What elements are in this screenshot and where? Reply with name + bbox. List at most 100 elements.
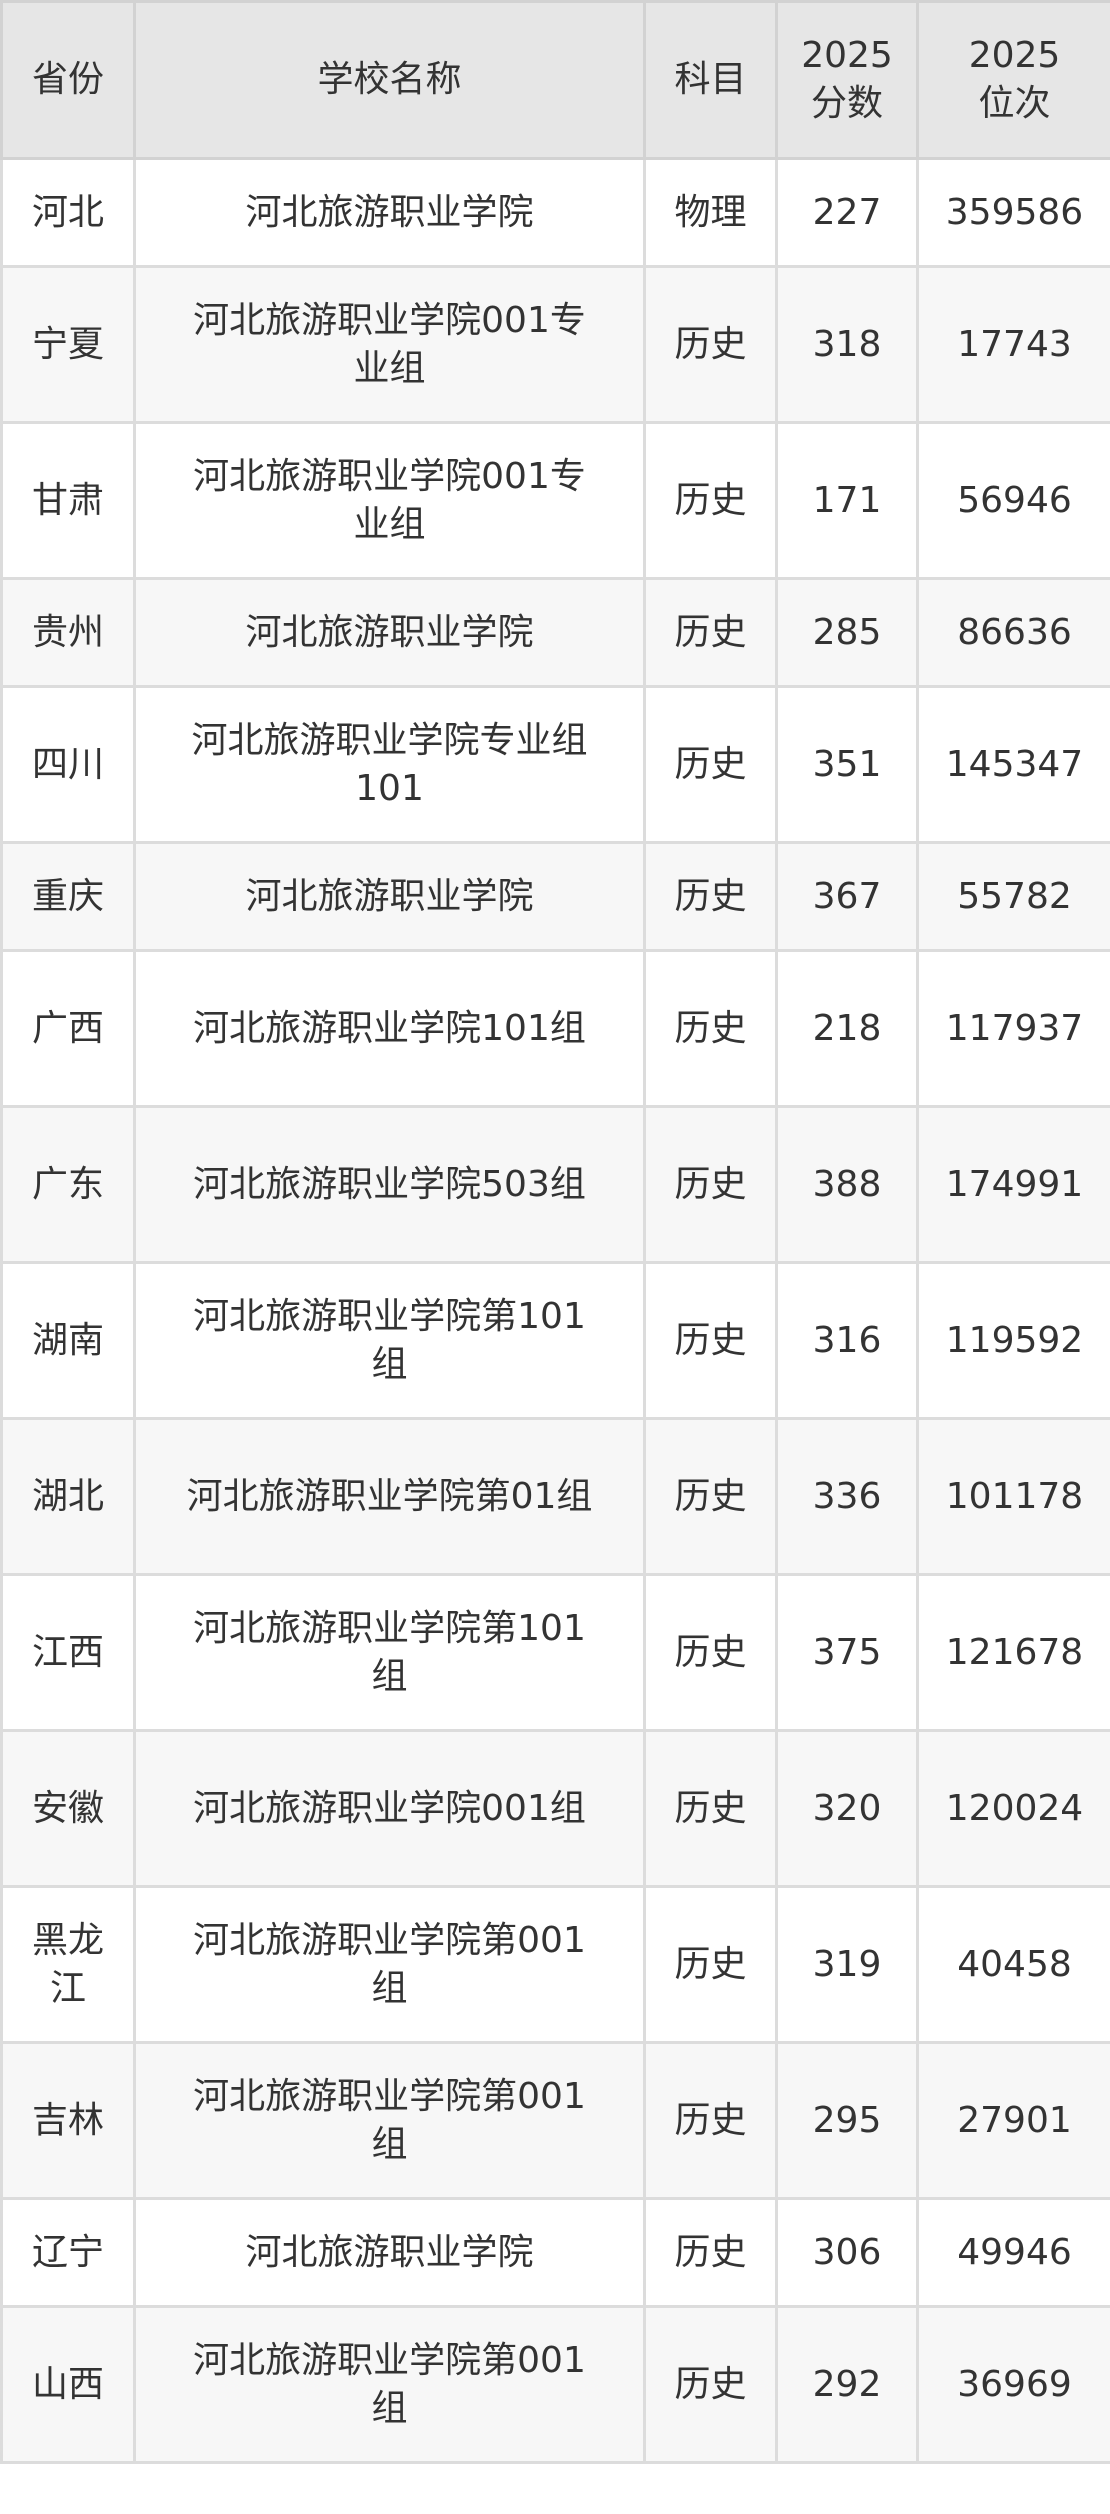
rank-cell: 55782 <box>916 841 1110 952</box>
score-cell: 292 <box>775 2305 919 2464</box>
province-cell: 安徽 <box>0 1729 136 1888</box>
subject-cell: 历史 <box>643 2041 778 2200</box>
score-cell: 295 <box>775 2041 919 2200</box>
score-cell: 318 <box>775 265 919 424</box>
header-province-label: 省份 <box>31 59 104 100</box>
header-score: 2025分数 <box>775 0 919 160</box>
rank-cell: 56946 <box>916 421 1110 580</box>
subject-cell: 历史 <box>643 2197 778 2308</box>
province-cell: 湖南 <box>0 1261 136 1420</box>
score-cell: 319 <box>775 1885 919 2044</box>
header-score-label: 2025分数 <box>801 35 893 124</box>
rank-cell: 174991 <box>916 1105 1110 1264</box>
header-school-label: 学校名称 <box>317 59 462 100</box>
score-cell: 375 <box>775 1573 919 1732</box>
province-cell: 湖北 <box>0 1417 136 1576</box>
score-cell: 351 <box>775 685 919 844</box>
subject-cell: 历史 <box>643 1885 778 2044</box>
table-row: 广西 河北旅游职业学院101组 历史 218 117937 <box>0 949 1110 1108</box>
school-cell: 河北旅游职业学院001专业组 <box>133 421 646 580</box>
rank-cell: 145347 <box>916 685 1110 844</box>
rank-cell: 119592 <box>916 1261 1110 1420</box>
province-cell: 四川 <box>0 685 136 844</box>
school-cell: 河北旅游职业学院503组 <box>133 1105 646 1264</box>
school-cell: 河北旅游职业学院第001组 <box>133 1885 646 2044</box>
table-row: 四川 河北旅游职业学院专业组101 历史 351 145347 <box>0 685 1110 844</box>
school-cell: 河北旅游职业学院101组 <box>133 949 646 1108</box>
table-row: 湖北 河北旅游职业学院第01组 历史 336 101178 <box>0 1417 1110 1576</box>
school-cell: 河北旅游职业学院 <box>133 2197 646 2308</box>
table-row: 广东 河北旅游职业学院503组 历史 388 174991 <box>0 1105 1110 1264</box>
header-row: 省份 学校名称 科目 2025分数 2025位次 <box>0 0 1110 160</box>
rank-cell: 120024 <box>916 1729 1110 1888</box>
subject-cell: 历史 <box>643 1573 778 1732</box>
rank-cell: 49946 <box>916 2197 1110 2308</box>
table-row: 贵州 河北旅游职业学院 历史 285 86636 <box>0 577 1110 688</box>
subject-cell: 历史 <box>643 577 778 688</box>
province-cell: 黑龙江 <box>0 1885 136 2044</box>
school-cell: 河北旅游职业学院 <box>133 841 646 952</box>
school-cell: 河北旅游职业学院第001组 <box>133 2041 646 2200</box>
subject-cell: 物理 <box>643 157 778 268</box>
table-row: 吉林 河北旅游职业学院第001组 历史 295 27901 <box>0 2041 1110 2200</box>
subject-cell: 历史 <box>643 1261 778 1420</box>
province-cell: 宁夏 <box>0 265 136 424</box>
province-cell: 甘肃 <box>0 421 136 580</box>
school-cell: 河北旅游职业学院001专业组 <box>133 265 646 424</box>
subject-cell: 历史 <box>643 421 778 580</box>
subject-cell: 历史 <box>643 1417 778 1576</box>
school-cell: 河北旅游职业学院 <box>133 157 646 268</box>
table-row: 黑龙江 河北旅游职业学院第001组 历史 319 40458 <box>0 1885 1110 2044</box>
school-cell: 河北旅游职业学院001组 <box>133 1729 646 1888</box>
province-cell: 江西 <box>0 1573 136 1732</box>
rank-cell: 86636 <box>916 577 1110 688</box>
score-cell: 336 <box>775 1417 919 1576</box>
subject-cell: 历史 <box>643 841 778 952</box>
header-subject: 科目 <box>643 0 778 160</box>
table-row: 山西 河北旅游职业学院第001组 历史 292 36969 <box>0 2305 1110 2464</box>
rank-cell: 40458 <box>916 1885 1110 2044</box>
score-cell: 388 <box>775 1105 919 1264</box>
header-rank-label: 2025位次 <box>968 35 1061 124</box>
table-row: 宁夏 河北旅游职业学院001专业组 历史 318 17743 <box>0 265 1110 424</box>
table-row: 安徽 河北旅游职业学院001组 历史 320 120024 <box>0 1729 1110 1888</box>
province-cell: 辽宁 <box>0 2197 136 2308</box>
school-cell: 河北旅游职业学院第101组 <box>133 1261 646 1420</box>
score-cell: 367 <box>775 841 919 952</box>
school-cell: 河北旅游职业学院第01组 <box>133 1417 646 1576</box>
rank-cell: 17743 <box>916 265 1110 424</box>
subject-cell: 历史 <box>643 265 778 424</box>
subject-cell: 历史 <box>643 685 778 844</box>
subject-cell: 历史 <box>643 1105 778 1264</box>
rank-cell: 121678 <box>916 1573 1110 1732</box>
header-rank: 2025位次 <box>916 0 1110 160</box>
score-cell: 306 <box>775 2197 919 2308</box>
subject-cell: 历史 <box>643 1729 778 1888</box>
score-cell: 320 <box>775 1729 919 1888</box>
province-cell: 广东 <box>0 1105 136 1264</box>
header-province: 省份 <box>0 0 136 160</box>
rank-cell: 27901 <box>916 2041 1110 2200</box>
province-cell: 吉林 <box>0 2041 136 2200</box>
school-cell: 河北旅游职业学院第101组 <box>133 1573 646 1732</box>
table-row: 河北 河北旅游职业学院 物理 227 359586 <box>0 157 1110 268</box>
rank-cell: 36969 <box>916 2305 1110 2464</box>
rank-cell: 359586 <box>916 157 1110 268</box>
province-cell: 重庆 <box>0 841 136 952</box>
province-cell: 广西 <box>0 949 136 1108</box>
score-cell: 218 <box>775 949 919 1108</box>
score-cell: 227 <box>775 157 919 268</box>
score-cell: 171 <box>775 421 919 580</box>
province-cell: 山西 <box>0 2305 136 2464</box>
school-cell: 河北旅游职业学院第001组 <box>133 2305 646 2464</box>
subject-cell: 历史 <box>643 949 778 1108</box>
header-subject-label: 科目 <box>674 59 747 100</box>
province-cell: 贵州 <box>0 577 136 688</box>
score-cell: 285 <box>775 577 919 688</box>
header-school: 学校名称 <box>133 0 646 160</box>
table-row: 重庆 河北旅游职业学院 历史 367 55782 <box>0 841 1110 952</box>
province-cell: 河北 <box>0 157 136 268</box>
rank-cell: 117937 <box>916 949 1110 1108</box>
table-row: 湖南 河北旅游职业学院第101组 历史 316 119592 <box>0 1261 1110 1420</box>
